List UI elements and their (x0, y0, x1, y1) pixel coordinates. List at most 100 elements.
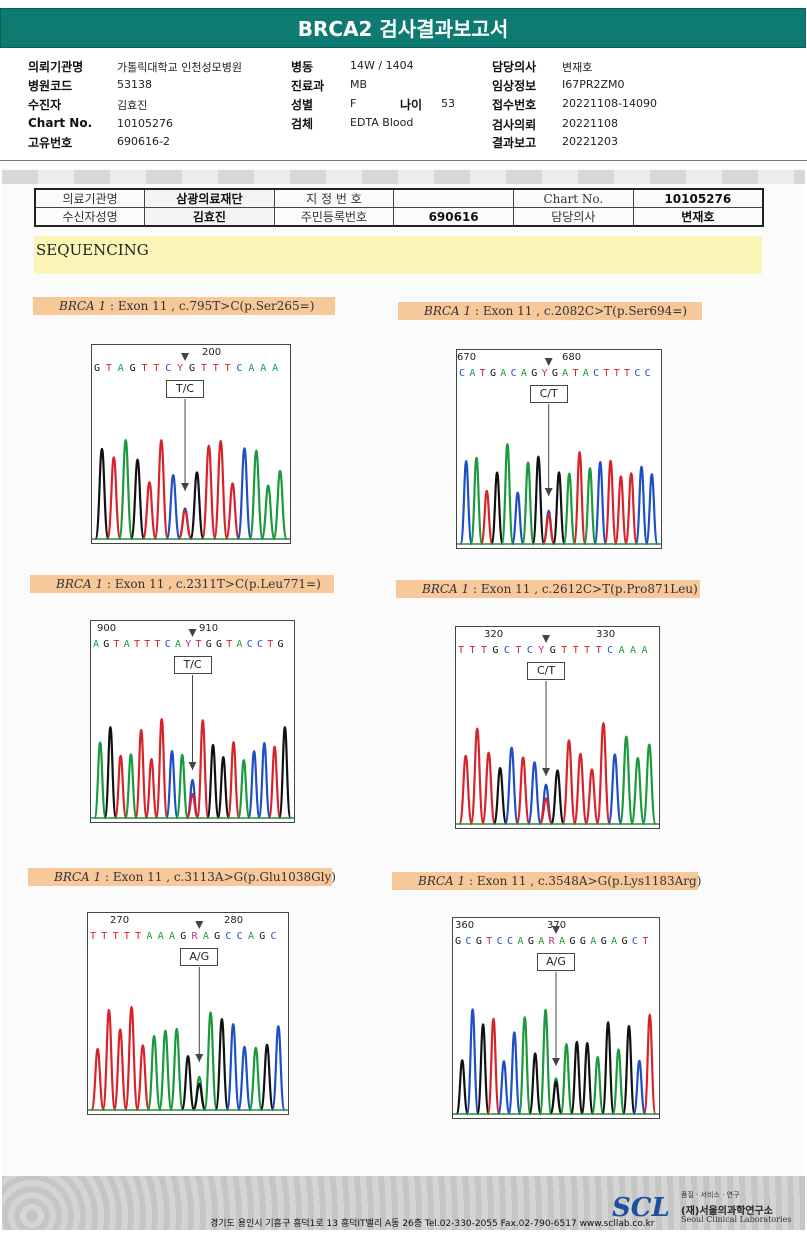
scan-cell: 주민등록번호 (273, 207, 395, 227)
trace-peak (201, 444, 217, 541)
trace-peak (196, 719, 210, 820)
trace-peak (225, 1022, 241, 1112)
base-call: A (500, 368, 507, 379)
scan-edge-pattern (2, 170, 805, 184)
label-requested: 검사의뢰 (492, 118, 537, 132)
base-call: C (496, 936, 503, 947)
sequence-position: 360 (455, 920, 475, 931)
base-call: A (611, 936, 618, 947)
chromatogram: 320 330 T T T G C T C Y G T T T T C A A A C/T (455, 626, 660, 829)
trace-peak (144, 758, 159, 820)
value-accession-no: 20221108-14090 (562, 97, 657, 110)
base-call: G (180, 931, 187, 942)
base-call: A (175, 639, 182, 650)
footer-address: 경기도 용인시 기흥구 흥덕1로 13 흥덕IT밸리 A동 26층 Tel.02… (210, 1219, 655, 1229)
trace-peak (259, 1043, 275, 1112)
trace-peak (630, 756, 646, 826)
value-specimen: EDTA Blood (350, 116, 414, 129)
trace-peak (538, 1008, 553, 1116)
base-call: T (572, 645, 579, 656)
trace-peak (561, 739, 577, 826)
value-reported: 20221203 (562, 135, 618, 148)
genotype-call-box: C/T (529, 385, 568, 403)
base-call: T (595, 645, 602, 656)
base-call: A (520, 368, 527, 379)
trace-peak (559, 1043, 574, 1116)
gene-name: BRCA 1 (418, 874, 466, 888)
scan-cell: 삼광의료재단 (144, 188, 275, 208)
trace-peak (455, 1059, 470, 1116)
base-call: Y (541, 368, 548, 379)
label-department: 진료과 (291, 79, 325, 93)
base-call: A (582, 368, 589, 379)
trace-peak (481, 751, 497, 826)
trace-peak (213, 439, 229, 541)
variant-pointer-arrow (195, 1054, 204, 1062)
base-call: A (93, 639, 100, 650)
base-call: A (517, 936, 524, 947)
scan-cell: 변재호 (632, 207, 764, 227)
trace-peak (459, 460, 473, 546)
base-call: T (141, 363, 148, 374)
trace-peak (607, 753, 623, 826)
base-call: G (621, 936, 628, 947)
trace-peak (158, 1029, 173, 1112)
trace-peak (272, 469, 288, 541)
base-call: A (590, 936, 597, 947)
base-call: G (551, 368, 558, 379)
label-reported: 결과보고 (492, 136, 537, 150)
trace-peak (570, 1040, 584, 1116)
trace-plot (88, 921, 288, 1112)
base-call: C (164, 639, 171, 650)
scan-cell: 의료기관명 (34, 188, 146, 208)
value-requested: 20221108 (562, 117, 618, 130)
trace-peak (614, 475, 628, 546)
trace-peak (538, 797, 554, 826)
trace-peak (129, 458, 146, 541)
value-sex: F (350, 97, 357, 110)
value-physician: 변재호 (562, 61, 593, 74)
trace-peak (153, 439, 169, 541)
trace-peak (248, 449, 264, 541)
base-call: T (113, 639, 120, 650)
sequence-position: 320 (484, 629, 504, 640)
base-call: G (492, 645, 499, 656)
base-call: A (641, 645, 648, 656)
base-call: T (603, 368, 610, 379)
base-call: G (259, 931, 266, 942)
base-call: T (624, 368, 631, 379)
base-call: T (561, 645, 568, 656)
trace-peak (135, 1044, 151, 1112)
base-call: G (103, 639, 110, 650)
trace-plot (91, 629, 294, 820)
base-call: A (123, 639, 130, 650)
trace-peak (101, 1008, 117, 1112)
gene-name: BRCA 1 (422, 582, 470, 596)
variant-label: BRCA 1 : Exon 11 , c.3113A>G(p.Glu1038Gl… (28, 868, 336, 886)
value-department: MB (350, 78, 368, 91)
gene-name: BRCA 1 (424, 304, 472, 318)
variant-pointer-arrow (188, 762, 197, 770)
chromatogram: 270 280 T T T T T A A A G R A G C C A G C A/G (87, 912, 289, 1115)
base-call: T (469, 645, 476, 656)
variant-desc: : Exon 11 , c.2311T>C(p.Leu771=) (103, 577, 321, 591)
chromatogram: 360 370 G C G T C C A G A R A G G A G A G C T A/G (452, 917, 660, 1119)
genotype-call-box: C/T (527, 662, 566, 680)
trace-peak (590, 1056, 605, 1116)
sequence-position: 200 (202, 347, 222, 358)
chromatogram: 200 G T A G T T C Y G T T T C A A A T/C (91, 344, 291, 544)
base-call: C (236, 931, 243, 942)
footer-pattern (2, 1176, 805, 1230)
variant-label: BRCA 1 : Exon 11 , c.3548A>G(p.Lys1183Ar… (392, 872, 702, 890)
trace-peak (500, 443, 515, 546)
trace-peak (497, 1060, 511, 1116)
trace-peak (237, 1045, 252, 1112)
variant-top-arrow (188, 629, 197, 637)
base-call: C (465, 936, 472, 947)
footer-band (2, 1176, 805, 1230)
variant-desc: : Exon 11 , c.3548A>G(p.Lys1183Arg) (465, 874, 702, 888)
sequence-position: 280 (224, 915, 244, 926)
variant-label: BRCA 1 : Exon 11 , c.2612C>T(p.Pro871Leu… (396, 580, 700, 598)
trace-peak (552, 471, 566, 546)
base-call: T (105, 363, 112, 374)
